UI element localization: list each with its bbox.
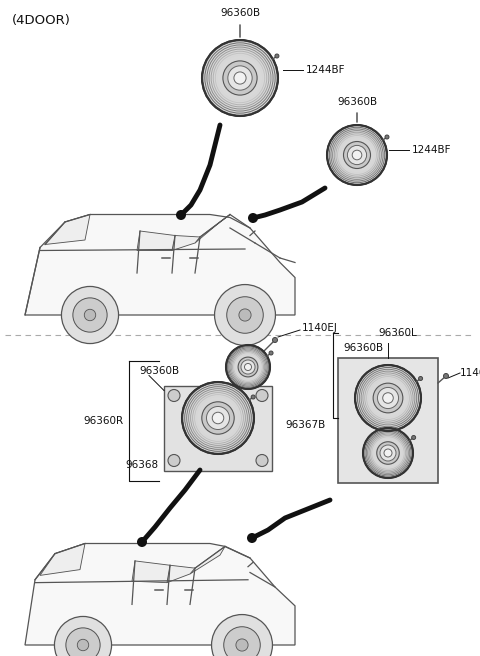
Polygon shape bbox=[25, 544, 295, 645]
Circle shape bbox=[256, 390, 268, 401]
Circle shape bbox=[384, 449, 392, 457]
Circle shape bbox=[84, 309, 96, 321]
Circle shape bbox=[176, 210, 186, 220]
Polygon shape bbox=[137, 231, 175, 251]
Circle shape bbox=[248, 213, 258, 223]
Bar bbox=[164, 386, 272, 470]
Text: 1140EJ: 1140EJ bbox=[460, 368, 480, 378]
Circle shape bbox=[412, 436, 416, 440]
Text: 96360R: 96360R bbox=[84, 415, 124, 426]
Text: 96368: 96368 bbox=[126, 461, 159, 470]
Circle shape bbox=[247, 533, 257, 543]
Circle shape bbox=[239, 309, 251, 321]
Circle shape bbox=[228, 66, 252, 90]
Circle shape bbox=[385, 135, 389, 139]
Circle shape bbox=[251, 395, 255, 399]
Circle shape bbox=[244, 363, 252, 371]
Circle shape bbox=[269, 351, 273, 355]
Circle shape bbox=[355, 365, 421, 431]
Circle shape bbox=[168, 390, 180, 401]
Text: (4DOOR): (4DOOR) bbox=[12, 14, 71, 27]
Circle shape bbox=[363, 428, 413, 478]
Circle shape bbox=[73, 298, 107, 332]
Text: 96360B: 96360B bbox=[343, 343, 383, 353]
Polygon shape bbox=[132, 561, 170, 583]
Circle shape bbox=[348, 146, 367, 165]
Polygon shape bbox=[190, 546, 225, 574]
Circle shape bbox=[223, 61, 257, 95]
Circle shape bbox=[327, 125, 387, 185]
Polygon shape bbox=[25, 215, 295, 315]
Text: 96360L: 96360L bbox=[379, 328, 418, 338]
Circle shape bbox=[236, 639, 248, 651]
Circle shape bbox=[383, 393, 393, 403]
Text: 96360B: 96360B bbox=[337, 97, 377, 107]
Text: 1244BF: 1244BF bbox=[412, 145, 452, 155]
Polygon shape bbox=[45, 215, 90, 245]
Circle shape bbox=[182, 382, 254, 454]
Circle shape bbox=[137, 537, 147, 547]
Circle shape bbox=[54, 617, 111, 656]
Circle shape bbox=[226, 345, 270, 389]
Polygon shape bbox=[40, 544, 85, 575]
Circle shape bbox=[238, 357, 258, 377]
Circle shape bbox=[202, 401, 234, 434]
Circle shape bbox=[77, 640, 89, 651]
Circle shape bbox=[234, 72, 246, 84]
Circle shape bbox=[256, 455, 268, 466]
Bar bbox=[338, 358, 438, 483]
Circle shape bbox=[373, 383, 403, 413]
Circle shape bbox=[206, 407, 229, 430]
Circle shape bbox=[380, 445, 396, 461]
Circle shape bbox=[168, 455, 180, 466]
Circle shape bbox=[377, 441, 399, 464]
Circle shape bbox=[241, 360, 255, 374]
Text: 96360B: 96360B bbox=[220, 8, 260, 18]
Circle shape bbox=[419, 377, 422, 380]
Circle shape bbox=[212, 615, 273, 656]
Circle shape bbox=[344, 142, 371, 169]
Text: 1140EJ: 1140EJ bbox=[302, 323, 338, 333]
Circle shape bbox=[202, 40, 278, 116]
Circle shape bbox=[377, 388, 398, 409]
Circle shape bbox=[66, 628, 100, 656]
Polygon shape bbox=[195, 215, 230, 243]
Text: 96367B: 96367B bbox=[285, 420, 325, 430]
Polygon shape bbox=[172, 236, 200, 251]
Circle shape bbox=[275, 54, 279, 58]
Circle shape bbox=[352, 150, 362, 160]
Circle shape bbox=[444, 373, 448, 379]
Circle shape bbox=[224, 626, 260, 656]
Circle shape bbox=[273, 337, 277, 342]
Circle shape bbox=[215, 285, 276, 346]
Polygon shape bbox=[167, 565, 195, 583]
Circle shape bbox=[212, 412, 224, 424]
Circle shape bbox=[227, 297, 263, 333]
Text: 96360B: 96360B bbox=[139, 365, 179, 375]
Text: 1244BF: 1244BF bbox=[306, 65, 346, 75]
Circle shape bbox=[61, 287, 119, 344]
